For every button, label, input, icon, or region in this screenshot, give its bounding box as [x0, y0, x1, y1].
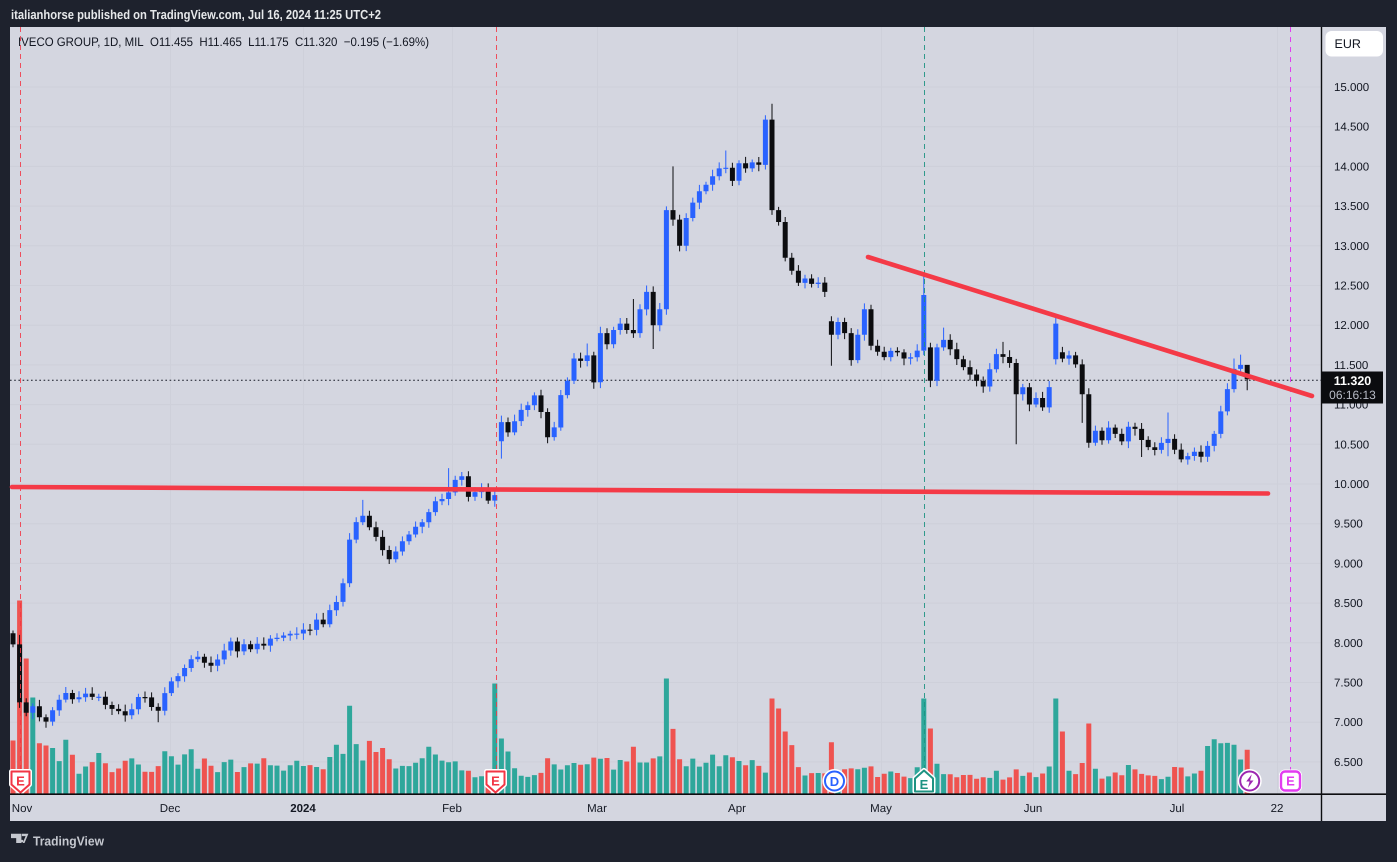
- svg-text:22: 22: [1271, 803, 1284, 815]
- svg-text:italianhorse published on Trad: italianhorse published on TradingView.co…: [11, 7, 381, 22]
- svg-text:Feb: Feb: [442, 803, 462, 815]
- svg-text:IVECO GROUP, 1D, MIL O11.455: IVECO GROUP, 1D, MIL O11.455 H11.465 L11…: [18, 35, 429, 49]
- svg-text:Dec: Dec: [160, 803, 181, 815]
- svg-text:Apr: Apr: [728, 803, 746, 815]
- svg-text:13.000: 13.000: [1334, 241, 1369, 253]
- svg-text:6.500: 6.500: [1334, 757, 1363, 769]
- svg-text:12.000: 12.000: [1334, 320, 1369, 332]
- svg-text:10.000: 10.000: [1334, 479, 1369, 491]
- svg-text:Jul: Jul: [1170, 803, 1185, 815]
- svg-text:11.320: 11.320: [1334, 374, 1372, 388]
- svg-text:7.000: 7.000: [1334, 717, 1363, 729]
- svg-text:06:16:13: 06:16:13: [1329, 388, 1376, 402]
- svg-text:Mar: Mar: [587, 803, 607, 815]
- svg-text:E: E: [491, 774, 500, 789]
- svg-text:11.500: 11.500: [1334, 360, 1368, 372]
- svg-text:9.000: 9.000: [1334, 558, 1363, 570]
- svg-text:E: E: [16, 774, 25, 789]
- svg-text:13.500: 13.500: [1334, 201, 1369, 213]
- svg-text:2024: 2024: [290, 803, 316, 815]
- svg-text:8.000: 8.000: [1334, 638, 1363, 650]
- svg-text:8.500: 8.500: [1334, 598, 1363, 610]
- svg-text:May: May: [870, 803, 892, 815]
- svg-text:TradingView: TradingView: [33, 834, 105, 849]
- svg-text:E: E: [920, 777, 929, 792]
- svg-text:14.500: 14.500: [1334, 122, 1369, 134]
- svg-text:Nov: Nov: [12, 803, 33, 815]
- svg-text:12.500: 12.500: [1334, 281, 1369, 293]
- svg-text:10.500: 10.500: [1334, 439, 1369, 451]
- svg-text:14.000: 14.000: [1334, 161, 1369, 173]
- svg-text:EUR: EUR: [1335, 37, 1361, 51]
- svg-text:7.500: 7.500: [1334, 678, 1363, 690]
- svg-text:9.500: 9.500: [1334, 519, 1363, 531]
- svg-text:E: E: [1286, 774, 1295, 789]
- svg-text:D: D: [830, 774, 839, 789]
- svg-text:Jun: Jun: [1024, 803, 1043, 815]
- svg-text:15.000: 15.000: [1334, 82, 1369, 94]
